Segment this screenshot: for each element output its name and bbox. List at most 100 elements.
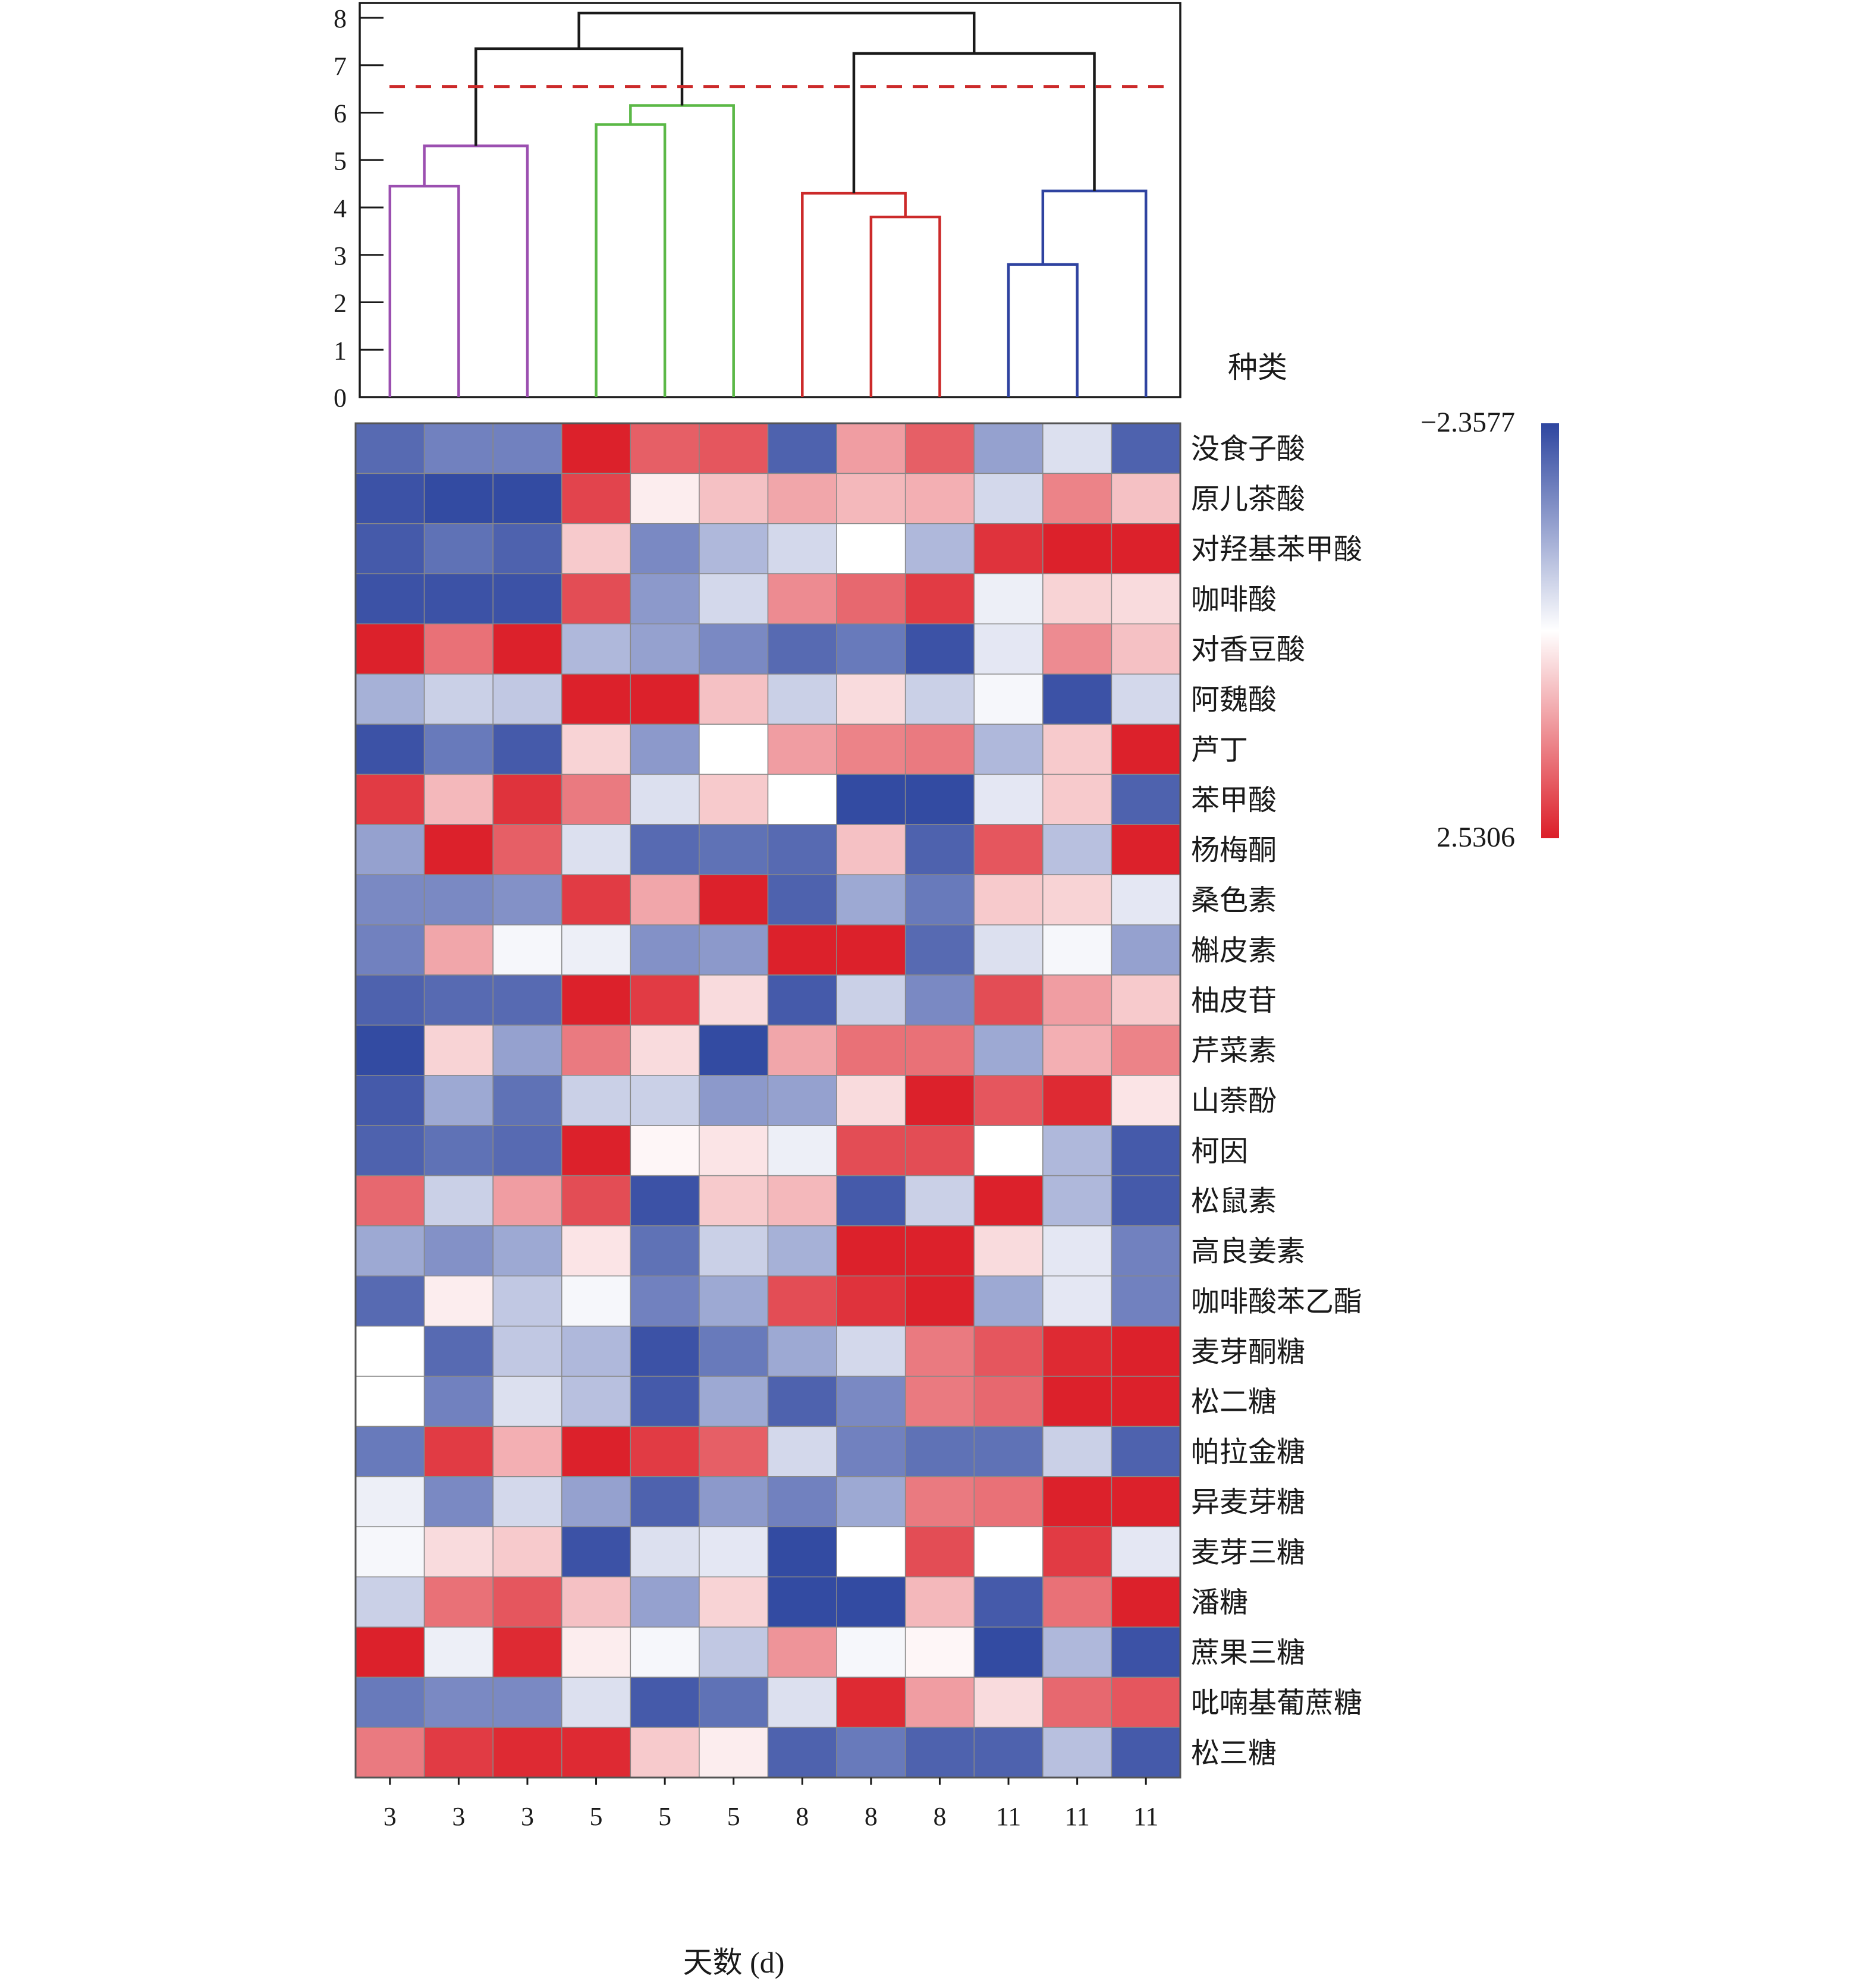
heatmap-cell [767, 924, 837, 976]
heatmap-cell [904, 724, 975, 775]
heatmap-cell [1042, 1676, 1113, 1728]
heatmap-cell [423, 924, 494, 976]
heatmap-cell [630, 623, 700, 675]
heatmap-cell [904, 423, 975, 474]
heatmap-cell [423, 724, 494, 775]
heatmap-cell [699, 874, 769, 926]
heatmap-cell [699, 974, 769, 1026]
heatmap-cell [630, 974, 700, 1026]
heatmap-cell [767, 874, 837, 926]
heatmap-cell [423, 1676, 494, 1728]
heatmap-cell [1111, 674, 1181, 725]
heatmap-cell [423, 1526, 494, 1578]
heatmap-cell [492, 623, 562, 675]
heatmap-cell [1111, 1024, 1181, 1076]
heatmap-cell [1042, 473, 1113, 524]
heatmap-cell [561, 874, 631, 926]
heatmap-cell [1042, 1426, 1113, 1477]
row-label: 松鼠素 [1191, 1185, 1277, 1218]
heatmap-cell [630, 1376, 700, 1427]
heatmap-cell [699, 623, 769, 675]
heatmap-cell [904, 1075, 975, 1126]
heatmap-cell [973, 1576, 1044, 1628]
heatmap-cell [630, 824, 700, 876]
colorbar [1541, 423, 1559, 838]
row-label: 高良姜素 [1191, 1235, 1305, 1268]
heatmap-cell [973, 1225, 1044, 1277]
heatmap-cell [630, 1426, 700, 1477]
heatmap-cell [355, 1627, 425, 1678]
colorbar-max-label: 2.5306 [1437, 822, 1515, 853]
heatmap-cell [492, 1024, 562, 1076]
heatmap-cell [1042, 773, 1113, 825]
heatmap-cell [355, 1726, 425, 1778]
colorbar-min-label: −2.3577 [1421, 407, 1515, 438]
heatmap-cell [423, 1376, 494, 1427]
dendrogram-y-tick-label: 0 [334, 383, 347, 413]
heatmap-cell [836, 773, 906, 825]
heatmap-cell [355, 1225, 425, 1277]
heatmap-cell [355, 623, 425, 675]
heatmap-cell [561, 1726, 631, 1778]
heatmap-cell [1111, 924, 1181, 976]
heatmap-cell [973, 1175, 1044, 1226]
heatmap-cell [836, 874, 906, 926]
heatmap-cell [767, 523, 837, 574]
heatmap-cell [836, 1376, 906, 1427]
heatmap-cell [630, 1024, 700, 1076]
heatmap-cell [1111, 1175, 1181, 1226]
heatmap-cell [561, 473, 631, 524]
heatmap-cell [630, 423, 700, 474]
heatmap-grid [354, 422, 1181, 1779]
heatmap-cell [836, 924, 906, 976]
heatmap-cell [1111, 573, 1181, 625]
heatmap-cell [904, 974, 975, 1026]
heatmap-cell [699, 573, 769, 625]
heatmap-cell [630, 1576, 700, 1628]
heatmap-cell [973, 1024, 1044, 1076]
heatmap-cell [630, 674, 700, 725]
heatmap-cell [492, 1175, 562, 1226]
dendrogram-link [869, 215, 941, 397]
dendrogram-link [388, 184, 460, 397]
heatmap-cell [630, 1175, 700, 1226]
heatmap-cell [836, 1476, 906, 1527]
heatmap-cell [699, 1676, 769, 1728]
heatmap-cell [1042, 924, 1113, 976]
heatmap-cell [1111, 1676, 1181, 1728]
heatmap-cell [1042, 1325, 1113, 1377]
heatmap-cell [1111, 1376, 1181, 1427]
heatmap-cell [561, 423, 631, 474]
heatmap-cell [1042, 724, 1113, 775]
heatmap-cell [630, 924, 700, 976]
heatmap-cell [1111, 824, 1181, 876]
heatmap-cell [423, 1476, 494, 1527]
heatmap-cell [355, 1024, 425, 1076]
heatmap-cell [423, 1075, 494, 1126]
row-label: 柚皮苷 [1191, 984, 1277, 1017]
heatmap-cell [973, 1476, 1044, 1527]
heatmap-cell [699, 1075, 769, 1126]
dendrogram-y-tick-label: 8 [334, 4, 347, 33]
heatmap-cell [492, 1376, 562, 1427]
heatmap-cell [423, 1627, 494, 1678]
heatmap-cell [492, 1676, 562, 1728]
heatmap-cell [1042, 874, 1113, 926]
heatmap-cell [973, 473, 1044, 524]
heatmap-cell [1111, 974, 1181, 1026]
row-label: 潘糖 [1191, 1586, 1248, 1619]
dendrogram-y-tick-label: 2 [334, 289, 347, 318]
heatmap-cell [423, 523, 494, 574]
dendrogram-y-tick-label: 4 [334, 194, 347, 223]
heatmap-cell [699, 473, 769, 524]
heatmap-cell [492, 1526, 562, 1578]
heatmap-cell [767, 674, 837, 725]
heatmap-cell [630, 1225, 700, 1277]
heatmap-cell [423, 423, 494, 474]
heatmap-cell [973, 974, 1044, 1026]
heatmap-cell [767, 1526, 837, 1578]
color-legend: −2.3577 2.5306 [1421, 407, 1559, 853]
heatmap-cell [973, 1075, 1044, 1126]
heatmap-cell [836, 1726, 906, 1778]
heatmap-cell [355, 724, 425, 775]
